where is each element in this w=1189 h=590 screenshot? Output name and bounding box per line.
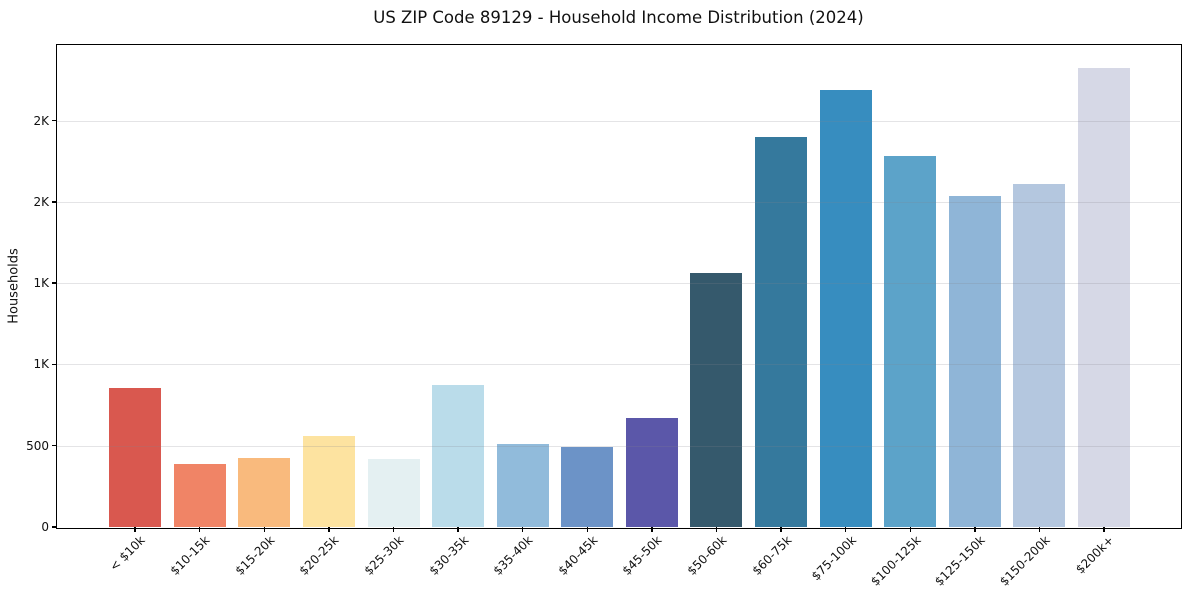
y-tick-mark — [52, 445, 57, 447]
gridline-2000 — [57, 201, 1180, 203]
x-tick-mark — [1038, 527, 1041, 532]
y-tick-label: 500 — [26, 438, 49, 453]
x-tick-label: $60-75k — [749, 533, 794, 578]
bar-50-60k — [690, 273, 743, 527]
x-tick-mark — [780, 527, 782, 532]
x-tick-mark — [328, 527, 330, 532]
x-tick-mark — [457, 527, 459, 532]
bar-35-40k — [496, 443, 549, 527]
x-tick-label: $100-125k — [867, 533, 924, 589]
bar-150-200k — [1013, 183, 1066, 527]
bar-200k+ — [1078, 67, 1130, 527]
x-tick-mark — [392, 527, 395, 532]
y-tick-label: 2K — [33, 194, 49, 209]
x-tick-label: $15-20k — [232, 533, 278, 578]
x-tick-label: $200k+ — [1073, 533, 1117, 577]
bar-15-20k — [238, 458, 291, 527]
x-tick-label: $150-200k — [996, 533, 1053, 589]
x-tick-mark — [844, 527, 847, 532]
bar-25-30k — [367, 459, 420, 527]
x-tick-mark — [586, 527, 588, 532]
x-tick-mark — [974, 527, 976, 532]
y-tick-label: 1K — [33, 276, 49, 291]
bar-100-125k — [884, 155, 937, 527]
gridline-1500 — [57, 283, 1180, 285]
y-tick-mark — [52, 119, 57, 122]
x-tick-label: $20-25k — [296, 533, 342, 578]
bar-20-25k — [302, 436, 355, 527]
x-tick-label: $10-15k — [167, 533, 213, 578]
y-tick-mark — [52, 282, 57, 284]
x-tick-label: $25-30k — [361, 533, 407, 578]
bar-10k — [109, 387, 162, 527]
bar-45-50k — [625, 417, 678, 527]
chart-title: US ZIP Code 89129 - Household Income Dis… — [373, 8, 864, 27]
bar-75-100k — [819, 89, 872, 527]
y-tick-label: 1K — [33, 357, 49, 372]
bar-60-75k — [755, 137, 808, 527]
x-tick-mark — [263, 527, 266, 532]
y-tick-label: 2K — [33, 113, 49, 128]
x-tick-mark — [199, 527, 201, 532]
x-tick-mark — [909, 527, 911, 532]
y-tick-mark — [52, 526, 57, 528]
x-tick-label: < $10k — [107, 533, 149, 574]
x-tick-mark — [1103, 527, 1105, 532]
gridline-500 — [57, 445, 1180, 447]
gridline-2500 — [57, 120, 1180, 122]
bar-125-150k — [948, 196, 1001, 527]
x-tick-mark — [651, 527, 653, 532]
gridline-1000 — [57, 364, 1180, 366]
x-tick-mark — [521, 527, 524, 532]
x-tick-label: $40-45k — [555, 533, 601, 578]
y-tick-label: 0 — [41, 520, 49, 534]
x-tick-mark — [134, 527, 136, 532]
x-tick-label: $50-60k — [684, 533, 730, 578]
y-tick-mark — [52, 201, 57, 203]
bar-30-35k — [432, 385, 485, 527]
x-tick-label: $125-150k — [932, 533, 988, 589]
x-tick-label: $45-50k — [619, 533, 665, 578]
x-tick-mark — [715, 527, 718, 532]
y-tick-mark — [52, 363, 57, 366]
bar-10-15k — [173, 464, 226, 527]
x-tick-label: $75-100k — [808, 533, 859, 584]
x-tick-label: $35-40k — [490, 533, 536, 578]
x-tick-label: $30-35k — [426, 533, 472, 578]
bar-40-45k — [561, 446, 614, 527]
